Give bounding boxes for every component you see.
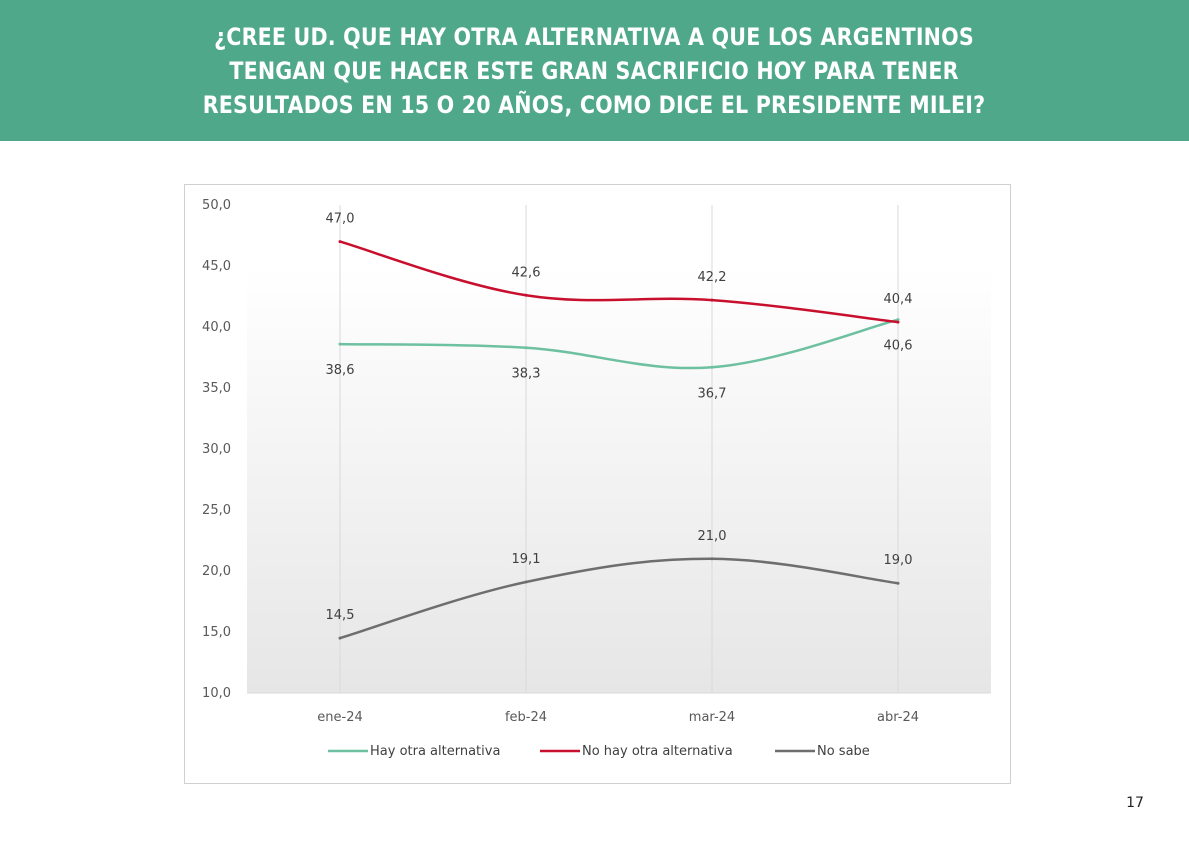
x-tick-label: ene-24 (317, 710, 362, 725)
legend-label-no-sabe: No sabe (817, 744, 870, 759)
x-tick-label: mar-24 (689, 710, 735, 725)
y-tick-label: 40,0 (202, 320, 231, 335)
legend-label-no-hay-otra-alternativa: No hay otra alternativa (582, 744, 733, 759)
series-line-hay-otra-alternativa (339, 318, 899, 370)
data-point-no-sabe (896, 581, 900, 585)
data-point-no-hay-otra-alternativa (896, 320, 900, 324)
series-line-no-hay-otra-alternativa (339, 240, 899, 324)
chart-frame: 10,0 15,0 20,0 25,0 30,0 35,0 40,0 45,0 50,0 ene-… (184, 184, 1011, 784)
data-label-hay-otra-alternativa: 38,3 (512, 367, 541, 382)
y-tick-label: 30,0 (202, 442, 231, 457)
data-point-no-hay-otra-alternativa (524, 293, 528, 297)
data-label-no-sabe: 19,0 (884, 553, 913, 568)
data-label-hay-otra-alternativa: 38,6 (326, 363, 355, 378)
data-label-hay-otra-alternativa: 40,6 (884, 339, 913, 354)
legend-label-hay-otra-alternativa: Hay otra alternativa (370, 744, 500, 759)
data-point-hay-otra-alternativa (896, 318, 900, 322)
data-label-no-sabe: 21,0 (698, 529, 727, 544)
y-tick-label: 25,0 (202, 503, 231, 518)
series-line-no-sabe (339, 557, 899, 640)
data-label-no-hay-otra-alternativa: 42,6 (512, 265, 541, 280)
x-tick-label: feb-24 (505, 710, 547, 725)
data-point-no-sabe (524, 580, 528, 584)
data-point-hay-otra-alternativa (338, 342, 342, 346)
y-tick-label: 35,0 (202, 381, 231, 396)
x-tick-label: abr-24 (877, 710, 919, 725)
y-tick-label: 10,0 (202, 686, 231, 701)
y-tick-label: 15,0 (202, 625, 231, 640)
data-label-no-sabe: 19,1 (512, 552, 541, 567)
data-point-no-hay-otra-alternativa (338, 240, 342, 244)
data-label-no-hay-otra-alternativa: 40,4 (884, 292, 913, 307)
y-tick-label: 45,0 (202, 259, 231, 274)
data-point-no-sabe (710, 557, 714, 561)
data-point-hay-otra-alternativa (524, 346, 528, 350)
y-tick-label: 20,0 (202, 564, 231, 579)
page-title: ¿CREE UD. QUE HAY OTRA ALTERNATIVA A QUE… (203, 22, 986, 119)
data-point-hay-otra-alternativa (710, 365, 714, 369)
data-point-no-hay-otra-alternativa (710, 298, 714, 302)
line-chart: 10,0 15,0 20,0 25,0 30,0 35,0 40,0 45,0 50,0 ene-… (202, 198, 991, 759)
plot-background (247, 266, 991, 693)
data-point-no-sabe (338, 636, 342, 640)
data-label-no-hay-otra-alternativa: 42,2 (698, 270, 727, 285)
y-tick-label: 50,0 (202, 198, 231, 213)
header-band: ¿CREE UD. QUE HAY OTRA ALTERNATIVA A QUE… (0, 0, 1189, 141)
data-label-hay-otra-alternativa: 36,7 (698, 386, 727, 401)
page-number: 17 (1126, 795, 1144, 811)
data-label-no-sabe: 14,5 (326, 608, 355, 623)
data-label-no-hay-otra-alternativa: 47,0 (326, 212, 355, 227)
